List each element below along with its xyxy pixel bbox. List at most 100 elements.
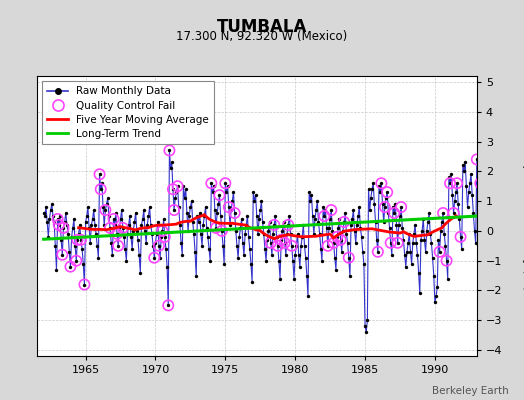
Point [87, 222, 95, 228]
Point [228, 198, 236, 204]
Point [139, 207, 148, 213]
Point [479, 174, 488, 180]
Point [456, 234, 465, 240]
Point [361, 323, 369, 330]
Point [466, 180, 474, 186]
Point [318, 258, 326, 264]
Point [162, 246, 170, 252]
Point [434, 237, 443, 243]
Point [248, 278, 256, 285]
Point [304, 293, 312, 300]
Point [321, 207, 330, 213]
Point [307, 192, 315, 198]
Point [59, 225, 68, 231]
Point [288, 242, 296, 249]
Point [73, 237, 82, 243]
Point [165, 147, 173, 154]
Point [120, 234, 128, 240]
Point [333, 234, 341, 240]
Point [144, 213, 152, 219]
Point [217, 228, 226, 234]
Point [478, 183, 487, 190]
Point [132, 210, 140, 216]
Point [383, 189, 391, 195]
Point [169, 186, 177, 192]
Point [427, 240, 435, 246]
Point [133, 228, 141, 234]
Point [89, 216, 97, 222]
Point [305, 189, 313, 195]
Point [421, 248, 430, 255]
Point [385, 225, 394, 231]
Point [129, 228, 137, 234]
Point [324, 242, 332, 249]
Point [249, 189, 257, 195]
Point [212, 225, 220, 231]
Point [477, 198, 486, 204]
Point [149, 242, 157, 249]
Point [274, 242, 282, 249]
Point [447, 171, 455, 178]
Point [330, 240, 338, 246]
Point [241, 231, 249, 237]
Point [207, 180, 215, 186]
Point [374, 248, 382, 255]
Point [463, 204, 472, 210]
Point [150, 254, 158, 261]
Point [201, 204, 210, 210]
Point [467, 171, 475, 178]
Point [178, 252, 187, 258]
Point [250, 198, 259, 204]
Point [377, 180, 386, 186]
Point [118, 225, 127, 231]
Point [106, 225, 114, 231]
Point [475, 156, 483, 163]
Point [221, 180, 230, 186]
Point [310, 231, 318, 237]
Point [351, 228, 359, 234]
Point [78, 246, 86, 252]
Point [99, 204, 107, 210]
Point [247, 260, 255, 267]
Point [96, 186, 105, 192]
Point [382, 195, 390, 201]
Point [390, 210, 398, 216]
Point [213, 210, 221, 216]
Point [341, 210, 350, 216]
Point [412, 240, 420, 246]
Point [172, 189, 181, 195]
Point [173, 183, 182, 190]
Point [185, 213, 193, 219]
Point [270, 222, 278, 228]
Point [141, 228, 149, 234]
Point [113, 231, 121, 237]
Point [440, 231, 449, 237]
Point [418, 228, 427, 234]
Point [198, 242, 206, 249]
Point [190, 231, 198, 237]
Point [298, 234, 307, 240]
Point [377, 180, 386, 186]
Point [193, 213, 202, 219]
Point [413, 252, 422, 258]
Point [397, 204, 406, 210]
Point [435, 248, 444, 255]
Point [471, 228, 479, 234]
Point [297, 242, 305, 249]
Point [340, 219, 348, 225]
Point [400, 252, 409, 258]
Point [43, 219, 51, 225]
Point [110, 216, 118, 222]
Point [380, 204, 389, 210]
Point [290, 275, 298, 282]
Point [398, 225, 407, 231]
Point [125, 222, 133, 228]
Point [101, 207, 110, 213]
Point [58, 252, 67, 258]
Point [339, 228, 347, 234]
Point [176, 222, 184, 228]
Point [80, 281, 89, 288]
Point [111, 222, 119, 228]
Point [431, 299, 439, 306]
Point [312, 207, 320, 213]
